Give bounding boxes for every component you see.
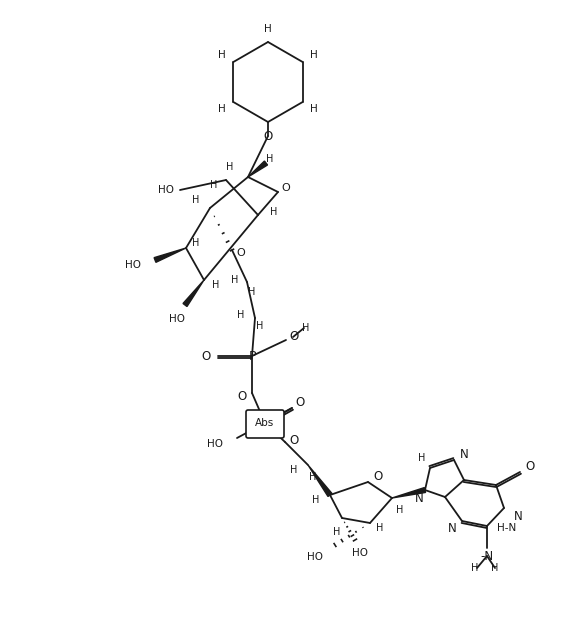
Text: H-N: H-N	[497, 523, 517, 533]
Text: Abs: Abs	[255, 418, 275, 428]
Text: O: O	[237, 391, 247, 403]
Text: H: H	[310, 104, 318, 113]
Polygon shape	[308, 465, 332, 497]
Text: H: H	[218, 104, 226, 113]
Polygon shape	[183, 280, 204, 307]
Text: N: N	[459, 448, 468, 462]
Text: N: N	[514, 509, 522, 523]
Polygon shape	[248, 161, 268, 177]
Text: H: H	[396, 505, 403, 515]
Text: O: O	[289, 434, 298, 446]
Text: O: O	[525, 460, 535, 473]
Text: H: H	[257, 321, 264, 331]
Text: H: H	[310, 50, 318, 60]
Text: H: H	[290, 465, 298, 475]
Text: HO: HO	[158, 185, 174, 195]
Text: N: N	[448, 523, 456, 536]
Text: H: H	[192, 195, 200, 205]
Text: H: H	[266, 154, 273, 164]
Text: O: O	[237, 248, 245, 258]
Text: H: H	[231, 275, 238, 285]
Text: -N: -N	[480, 550, 494, 562]
Text: O: O	[296, 396, 305, 410]
Text: HO: HO	[307, 552, 323, 562]
Text: H: H	[491, 563, 498, 573]
Text: H: H	[303, 323, 310, 333]
Text: H: H	[210, 180, 217, 190]
Text: H: H	[333, 527, 340, 537]
Text: H: H	[218, 50, 226, 60]
Text: H: H	[471, 563, 479, 573]
Text: H: H	[226, 162, 234, 172]
Text: HO: HO	[352, 548, 368, 558]
Text: H: H	[312, 495, 319, 505]
Text: H: H	[376, 523, 384, 533]
Text: H: H	[248, 287, 256, 297]
Polygon shape	[154, 248, 186, 262]
Text: H: H	[237, 310, 245, 320]
Text: HO: HO	[125, 260, 141, 270]
Text: O: O	[289, 331, 298, 343]
Text: H: H	[212, 280, 220, 290]
Text: H: H	[192, 238, 200, 248]
Text: O: O	[264, 130, 273, 142]
Text: O: O	[201, 350, 210, 363]
Text: H: H	[264, 24, 272, 34]
Text: H: H	[419, 453, 426, 463]
Text: H: H	[271, 207, 278, 217]
Polygon shape	[392, 488, 426, 498]
Text: O: O	[373, 471, 382, 483]
FancyBboxPatch shape	[246, 410, 284, 438]
Text: N: N	[415, 492, 423, 504]
Text: HO: HO	[207, 439, 223, 449]
Text: H: H	[310, 472, 317, 482]
Text: O: O	[282, 183, 290, 193]
Text: P: P	[248, 350, 256, 363]
Text: HO: HO	[169, 314, 185, 324]
